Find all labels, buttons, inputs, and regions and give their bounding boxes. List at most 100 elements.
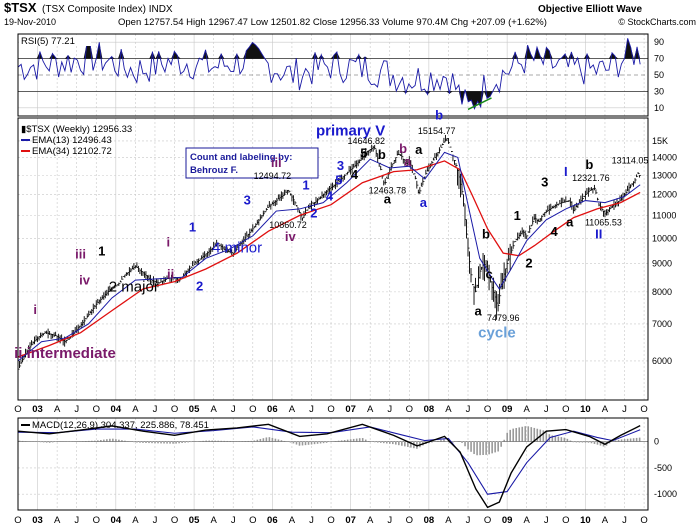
histogram-bar — [343, 440, 346, 442]
x-axis-label-bottom: J — [622, 515, 627, 526]
histogram-bar — [337, 440, 340, 442]
histogram-bar — [106, 439, 108, 442]
rsi-legend-bg — [19, 35, 91, 46]
histogram-bar — [581, 441, 584, 443]
x-axis-label: 06 — [267, 404, 278, 415]
histogram-bar — [112, 438, 114, 442]
wave-label: i — [166, 234, 170, 249]
rsi-panel — [17, 33, 649, 117]
histogram-bar — [118, 439, 120, 442]
histogram-bar — [584, 441, 587, 443]
histogram-bar — [349, 439, 352, 442]
histogram-bar — [232, 441, 235, 442]
x-axis-label-bottom: J — [309, 515, 314, 526]
wave-label: b — [399, 141, 407, 156]
wave-label: 2 — [310, 206, 317, 221]
histogram-bar — [301, 441, 304, 446]
x-axis-label: 05 — [189, 404, 200, 415]
x-axis-label: A — [54, 404, 61, 415]
histogram-bar — [557, 436, 560, 442]
wave-label: iv — [79, 272, 91, 287]
histogram-bar — [361, 438, 364, 442]
rsi-tick-label: 70 — [654, 54, 664, 64]
histogram-bar — [103, 439, 105, 442]
histogram-bar — [166, 441, 168, 444]
histogram-bar — [407, 441, 409, 447]
x-axis-label: A — [210, 404, 217, 415]
x-axis-label-bottom: 03 — [32, 515, 43, 526]
x-axis-label-bottom: A — [367, 515, 374, 526]
histogram-bar — [313, 441, 316, 445]
rsi-tick-label: 10 — [654, 103, 664, 113]
histogram-bar — [322, 441, 325, 444]
wave-label: a — [415, 142, 423, 157]
x-axis-label-bottom: 08 — [424, 515, 435, 526]
price-bars — [17, 134, 642, 371]
histogram-bar — [482, 441, 484, 455]
x-axis-label-bottom: 09 — [502, 515, 513, 526]
histogram-bar — [431, 441, 433, 443]
histogram-bar — [410, 441, 412, 448]
histogram-bar — [340, 440, 343, 442]
x-axis-label: O — [406, 404, 413, 415]
wave-label: a — [475, 304, 483, 319]
rsi-tick-label: 50 — [654, 70, 664, 80]
histogram-bar — [133, 441, 135, 443]
histogram-bar — [473, 441, 475, 455]
histogram-bar — [268, 437, 271, 442]
histogram-bar — [115, 439, 117, 442]
histogram-bar — [521, 426, 524, 442]
histogram-bar — [229, 441, 232, 442]
wave-label: b — [378, 147, 386, 162]
histogram-bar — [563, 437, 566, 442]
rsi-tick-label: 90 — [654, 37, 664, 47]
wave-label: iv — [285, 229, 297, 244]
macd-legend: MACD(12,26,9) 304.337, 225.886, 78.451 — [32, 420, 209, 431]
x-axis-label-bottom: A — [132, 515, 139, 526]
credit-line-1: Count and labeling by: — [190, 152, 292, 163]
rsi-divergence-line — [467, 97, 492, 111]
histogram-bar — [596, 441, 599, 445]
histogram-bar — [590, 441, 593, 444]
x-axis-label: A — [524, 404, 531, 415]
histogram-bar — [91, 440, 93, 442]
wave-label: a — [384, 192, 392, 207]
x-axis-label: 04 — [111, 404, 122, 415]
x-axis-label: O — [327, 404, 334, 415]
rsi-line — [17, 38, 641, 110]
histogram-bar — [629, 438, 632, 442]
histogram-bar — [632, 438, 635, 442]
histogram-bar — [310, 441, 313, 445]
histogram-bar — [518, 427, 521, 442]
x-axis-label: A — [602, 404, 609, 415]
histogram-bar — [608, 441, 611, 444]
histogram-bar — [479, 441, 481, 456]
x-axis-label: J — [622, 404, 627, 415]
histogram-bar — [611, 441, 614, 442]
histogram-bar — [614, 440, 617, 442]
histogram-bar — [253, 440, 256, 442]
histogram-bar — [379, 441, 382, 443]
histogram-bar — [271, 437, 274, 442]
price-annotation: 12321.76 — [572, 173, 610, 183]
histogram-bar — [443, 439, 445, 442]
x-axis-label: J — [544, 404, 549, 415]
histogram-bar — [280, 440, 283, 442]
price-grid — [37, 118, 645, 400]
histogram-bar — [334, 441, 337, 442]
x-axis-label: A — [367, 404, 374, 415]
histogram-bar — [488, 441, 490, 455]
price-tick-label: 8000 — [652, 287, 672, 297]
x-axis-label-bottom: J — [544, 515, 549, 526]
histogram-bar — [437, 440, 439, 442]
rsi-legend: RSI(5) 77.21 — [21, 36, 75, 47]
x-axis-label-bottom: 07 — [345, 515, 356, 526]
histogram-bar — [21, 440, 24, 442]
x-axis-label-bottom: A — [210, 515, 217, 526]
histogram-bar — [572, 441, 575, 443]
macd-line — [17, 423, 641, 509]
wave-label: c — [486, 267, 493, 282]
ema34-line — [17, 160, 641, 358]
histogram-bar — [241, 441, 244, 442]
